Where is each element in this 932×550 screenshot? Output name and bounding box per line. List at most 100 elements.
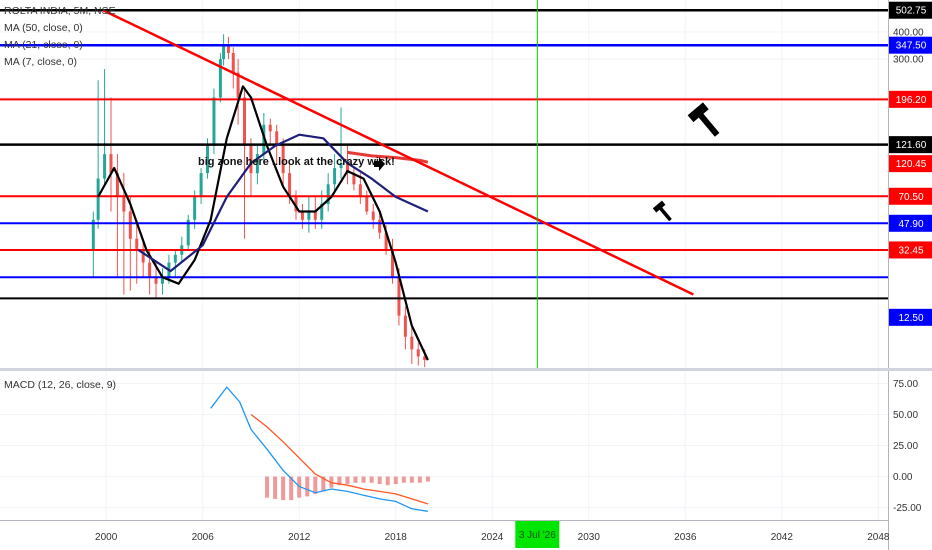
price-tag <box>889 90 932 108</box>
macd-line <box>250 413 429 505</box>
x-tick-label: 2006 <box>192 532 215 543</box>
candle-body <box>339 163 343 169</box>
macd-histogram-bar <box>425 476 430 482</box>
x-tick-label: 2036 <box>674 532 697 543</box>
candle-body <box>199 173 203 197</box>
candle-body <box>173 254 177 263</box>
price-tag <box>889 308 932 326</box>
candle-body <box>255 154 259 174</box>
annotation-text: big zone here ..look at the crazy wick! <box>198 156 395 168</box>
macd-histogram-bar <box>265 476 270 498</box>
macd-tick-label: 75.00 <box>893 379 918 390</box>
ma-line <box>97 85 429 361</box>
macd-histogram-bar <box>353 476 358 483</box>
candle-body <box>384 232 388 250</box>
candle-body <box>148 262 152 278</box>
candle-body <box>226 44 230 54</box>
date-marker-tag <box>515 521 560 548</box>
candle-body <box>96 178 100 220</box>
candle-body <box>294 196 298 212</box>
ma-line <box>137 133 429 273</box>
candle-body <box>333 168 337 185</box>
macd-histogram-bar <box>393 476 398 484</box>
price-tag-label: 347.50 <box>896 41 927 52</box>
candle-body <box>397 277 401 316</box>
candle-body <box>91 219 95 250</box>
x-tick-label: 2042 <box>771 532 794 543</box>
price-tag-label: 12.50 <box>898 313 923 324</box>
horizontal-levels <box>0 8 888 300</box>
candle-body <box>300 211 304 220</box>
price-tag-label: 502.75 <box>896 6 927 17</box>
candle-body <box>313 211 317 220</box>
indicator-ma50: MA (50, close, 0) <box>4 22 83 34</box>
candle-body <box>231 53 235 73</box>
macd-tick-label: 50.00 <box>893 410 918 421</box>
candle-body <box>275 131 279 146</box>
macd-histogram-bar <box>281 476 286 501</box>
candle-body <box>352 173 356 185</box>
candle-body <box>236 72 240 98</box>
macd-tick-label: 0.00 <box>893 472 913 483</box>
candle-body <box>122 196 126 212</box>
y-tick-label: 300.00 <box>893 55 924 66</box>
candle-body <box>128 211 132 239</box>
macd-tick-label: -25.00 <box>893 503 922 514</box>
price-tag <box>889 214 932 232</box>
price-tag-label: 196.20 <box>896 95 927 106</box>
macd-histogram-bar <box>313 476 318 494</box>
macd-histogram-bar <box>345 476 350 484</box>
price-tag-label: 32.45 <box>898 245 923 256</box>
price-tag-label: 70.50 <box>898 192 923 203</box>
macd-histogram-bar <box>321 476 326 492</box>
candle-body <box>326 184 330 204</box>
x-tick-label: 2012 <box>288 532 311 543</box>
arrow-right-icon <box>374 157 385 171</box>
macd-histogram-bar <box>417 476 422 483</box>
price-tags: 502.75 347.50 196.20 121.60 120.45 70.50 47.90… <box>889 1 932 326</box>
price-tag <box>889 36 932 54</box>
macd-pane <box>210 386 430 512</box>
candle-body <box>218 59 222 98</box>
price-tag <box>889 136 932 154</box>
price-tag <box>889 155 932 173</box>
candle-body <box>281 145 285 174</box>
moving-averages <box>97 85 429 361</box>
hammer-icon <box>687 102 720 137</box>
candle-body <box>345 163 349 174</box>
candle-body <box>154 277 158 284</box>
macd-histogram-bar <box>377 476 382 484</box>
candle-body <box>288 173 292 197</box>
trendline-group <box>102 9 694 296</box>
date-marker-label: 3 Jul '26 <box>519 530 556 541</box>
grid <box>0 0 888 520</box>
macd-tick-label: 25.00 <box>893 441 918 452</box>
x-tick-label: 2024 <box>481 532 504 543</box>
candle-body <box>358 184 362 197</box>
macd-histogram-bar <box>289 476 294 501</box>
macd-line <box>210 386 428 512</box>
price-tag <box>889 187 932 205</box>
price-tag-label: 121.60 <box>896 140 927 151</box>
trendline <box>102 9 694 296</box>
candle-body <box>371 211 375 220</box>
candle-body <box>160 277 164 284</box>
y-tick-label: 400.00 <box>893 27 924 38</box>
candle-body <box>423 356 427 361</box>
candle-body <box>378 219 382 233</box>
price-tag-label: 47.90 <box>898 219 923 230</box>
macd-title: MACD (12, 26, close, 9) <box>4 379 117 391</box>
macd-legend: MACD (12, 26, close, 9) <box>4 377 116 394</box>
candle-body <box>141 249 145 263</box>
candle-body <box>403 315 407 337</box>
macd-histogram-bar <box>409 476 414 483</box>
candle-body <box>320 203 324 220</box>
candle-body <box>193 196 197 220</box>
price-tag <box>889 1 932 19</box>
candle-body <box>222 44 226 60</box>
macd-histogram-bar <box>385 476 390 486</box>
candle-body <box>243 97 247 146</box>
candle-body <box>186 219 190 246</box>
